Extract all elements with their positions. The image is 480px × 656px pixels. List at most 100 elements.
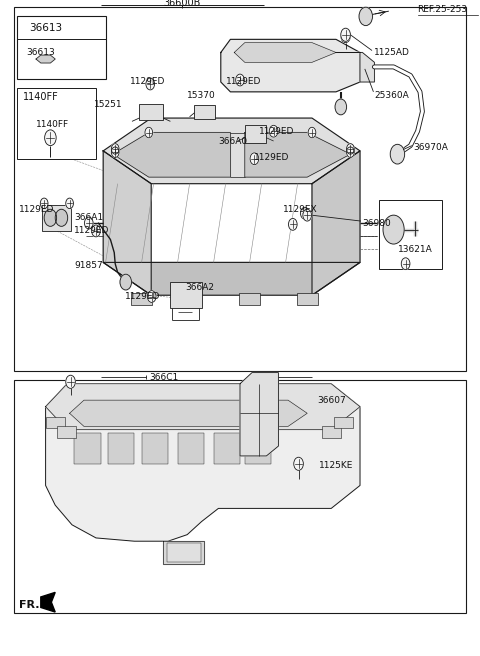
Circle shape [111, 144, 119, 154]
Circle shape [92, 225, 100, 237]
Polygon shape [221, 39, 360, 92]
Text: 1129ED: 1129ED [19, 205, 55, 215]
Text: 36970A: 36970A [413, 143, 448, 152]
Text: 36613: 36613 [29, 22, 62, 33]
Bar [108, 433, 134, 464]
Bar [142, 433, 168, 464]
Bar [214, 433, 240, 464]
Bar [42, 205, 71, 231]
Circle shape [359, 7, 372, 26]
Text: 1129ED: 1129ED [254, 153, 290, 162]
Circle shape [335, 99, 347, 115]
Text: 1125KE: 1125KE [319, 461, 354, 470]
Bar [334, 417, 353, 428]
Polygon shape [240, 373, 278, 456]
Polygon shape [234, 43, 336, 62]
Text: FR.: FR. [19, 600, 40, 610]
Text: 91857: 91857 [74, 261, 103, 270]
Circle shape [300, 207, 309, 219]
Circle shape [84, 217, 93, 229]
Bar [167, 543, 201, 562]
Polygon shape [41, 592, 55, 612]
Polygon shape [70, 400, 307, 426]
Polygon shape [103, 118, 360, 184]
Text: 1125AD: 1125AD [374, 48, 410, 57]
Polygon shape [46, 384, 360, 541]
Bar [245, 433, 271, 464]
Circle shape [269, 125, 278, 137]
Circle shape [45, 130, 56, 146]
Bar [379, 200, 442, 269]
Circle shape [347, 144, 354, 154]
Text: 36613: 36613 [26, 48, 55, 57]
Text: REF.25-253: REF.25-253 [418, 5, 468, 14]
Polygon shape [336, 52, 374, 82]
Bar [139, 104, 163, 120]
Text: 1140FF: 1140FF [36, 120, 69, 129]
Text: 366A2: 366A2 [185, 283, 214, 292]
Text: 25360A: 25360A [374, 91, 409, 100]
Circle shape [401, 258, 410, 270]
Bar [170, 282, 202, 308]
Circle shape [40, 198, 48, 209]
Bar [46, 417, 65, 428]
Circle shape [55, 209, 68, 226]
Polygon shape [103, 151, 151, 295]
Text: 36607: 36607 [317, 396, 346, 405]
Circle shape [236, 74, 244, 86]
Bar [74, 433, 101, 464]
Circle shape [347, 147, 354, 157]
Text: 1129ED: 1129ED [259, 127, 295, 136]
Bar [322, 426, 341, 438]
Text: 1129ED: 1129ED [130, 77, 165, 87]
Text: 1129ED: 1129ED [125, 292, 160, 301]
Circle shape [383, 215, 404, 244]
Text: 1129EX: 1129EX [283, 205, 318, 215]
Text: 36600B: 36600B [164, 0, 201, 9]
Text: 36980: 36980 [362, 218, 391, 228]
Circle shape [146, 78, 155, 90]
Circle shape [66, 198, 73, 209]
Bar [239, 293, 260, 305]
Bar [178, 433, 204, 464]
Text: 1140FF: 1140FF [23, 92, 59, 102]
Circle shape [341, 30, 350, 43]
Bar [194, 105, 215, 119]
Circle shape [147, 291, 156, 302]
Text: 366A1: 366A1 [74, 213, 104, 222]
Circle shape [341, 28, 350, 41]
Bar [131, 293, 152, 305]
Polygon shape [245, 133, 350, 177]
Circle shape [250, 153, 259, 165]
Circle shape [294, 457, 303, 470]
Text: 15251: 15251 [94, 100, 122, 110]
Text: 366C1: 366C1 [149, 373, 178, 382]
Polygon shape [36, 55, 55, 63]
Bar [17, 88, 96, 159]
Polygon shape [163, 541, 204, 564]
Text: 15370: 15370 [187, 91, 216, 100]
Polygon shape [113, 133, 230, 177]
Circle shape [44, 209, 57, 226]
Bar [17, 16, 106, 79]
Bar [297, 293, 318, 305]
Polygon shape [46, 384, 360, 430]
Polygon shape [312, 151, 360, 295]
Bar [14, 380, 466, 613]
Circle shape [390, 144, 405, 164]
Circle shape [111, 147, 119, 157]
Circle shape [288, 218, 297, 230]
Text: 366A0: 366A0 [218, 136, 248, 146]
Circle shape [66, 375, 75, 388]
Circle shape [308, 127, 316, 138]
Bar [177, 293, 198, 305]
Circle shape [303, 209, 312, 221]
Circle shape [145, 127, 153, 138]
Circle shape [120, 274, 132, 290]
Bar [57, 426, 76, 438]
Text: 1129ED: 1129ED [226, 77, 261, 87]
Bar [245, 125, 266, 143]
Text: 1129ED: 1129ED [74, 226, 110, 236]
Text: 13621A: 13621A [398, 245, 433, 254]
Bar [14, 7, 466, 371]
